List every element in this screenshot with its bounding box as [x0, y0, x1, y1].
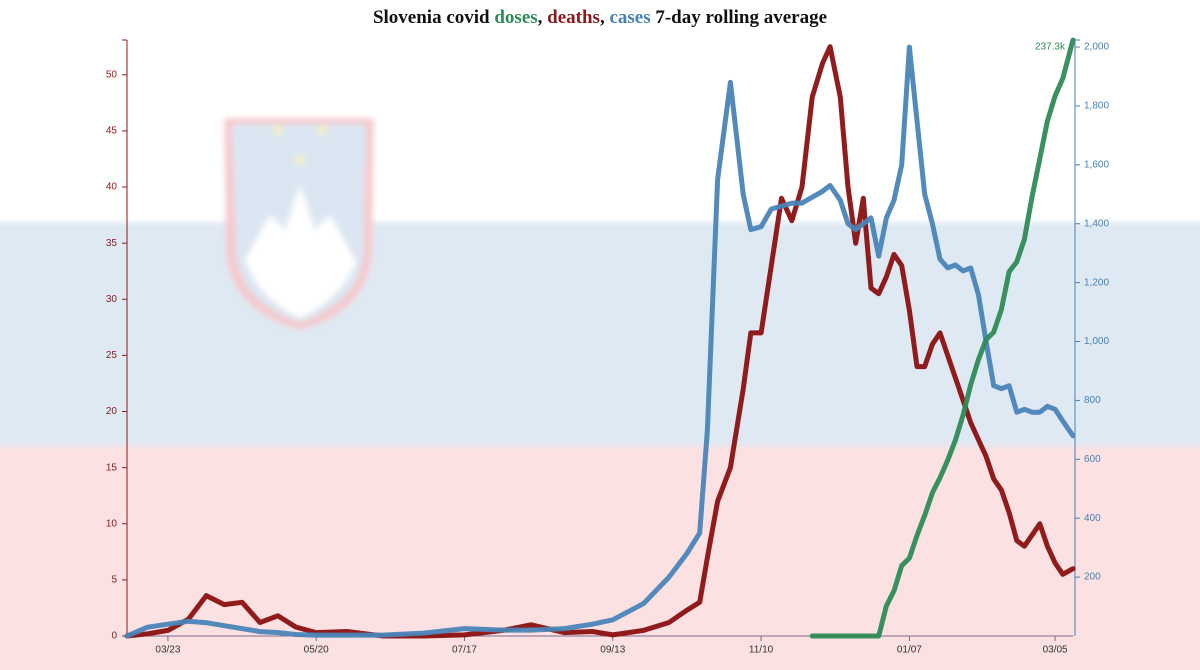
chart-title: Slovenia covid doses, deaths, cases 7-da… [373, 7, 827, 28]
x-tick-label: 09/13 [600, 645, 625, 656]
value-label: 237.3k [1035, 42, 1066, 53]
x-tick-label: 01/07 [897, 645, 922, 656]
title-part: doses [494, 7, 537, 28]
y-tick-label: 50 [106, 69, 118, 80]
title-part: , [600, 7, 610, 28]
y-tick-label: 40 [106, 182, 118, 193]
y2-tick-label: 2,000 [1084, 42, 1109, 53]
y-tick-label: 35 [106, 238, 118, 249]
series-line [124, 44, 1076, 639]
y-tick-label: 10 [106, 518, 118, 529]
y2-tick-label: 1,600 [1084, 159, 1109, 170]
y2-tick-label: 1,400 [1084, 218, 1109, 229]
title-part: , [538, 7, 548, 28]
title-part: 7-day rolling average [651, 7, 827, 28]
series-line [124, 44, 1076, 639]
title-part: cases [609, 7, 650, 28]
x-tick-label: 03/23 [155, 645, 180, 656]
x-tick-label: 05/20 [304, 645, 329, 656]
y2-tick-label: 1,200 [1084, 277, 1109, 288]
series-line [809, 37, 1076, 639]
y-tick-label: 45 [106, 126, 118, 137]
y2-tick-label: 1,800 [1084, 101, 1109, 112]
title-part: Slovenia covid [373, 7, 494, 28]
x-tick-label: 11/10 [749, 645, 774, 656]
y2-tick-label: 1,000 [1084, 336, 1109, 347]
y2-tick-label: 400 [1084, 513, 1101, 524]
y-tick-label: 25 [106, 350, 118, 361]
y-tick-label: 0 [111, 631, 117, 642]
title-part: deaths [547, 7, 600, 28]
y-tick-label: 15 [106, 462, 118, 473]
y2-tick-label: 200 [1084, 572, 1101, 583]
y-tick-label: 30 [106, 294, 118, 305]
y2-tick-label: 600 [1084, 454, 1101, 465]
x-tick-label: 03/05 [1043, 645, 1068, 656]
y-tick-label: 5 [111, 575, 117, 586]
y-tick-label: 20 [106, 406, 118, 417]
x-tick-label: 07/17 [452, 645, 477, 656]
y2-tick-label: 800 [1084, 395, 1101, 406]
